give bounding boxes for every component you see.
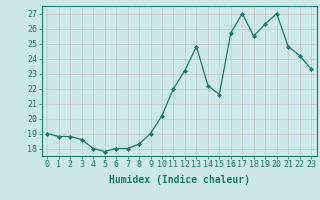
X-axis label: Humidex (Indice chaleur): Humidex (Indice chaleur) (109, 175, 250, 185)
